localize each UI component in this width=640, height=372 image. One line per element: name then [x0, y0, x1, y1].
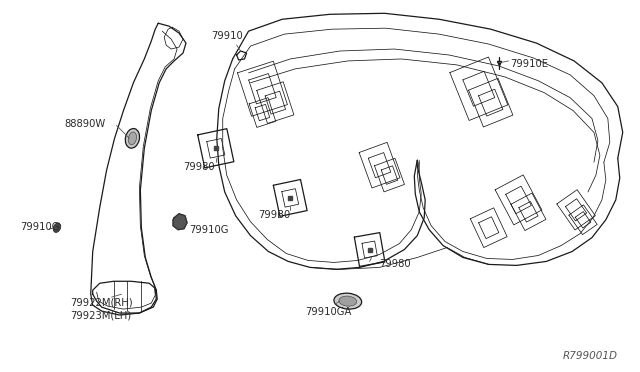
Text: 79980: 79980: [380, 259, 411, 269]
Text: 79910GA: 79910GA: [305, 307, 351, 317]
Text: R799001D: R799001D: [563, 351, 618, 361]
Text: 799B0: 799B0: [259, 210, 291, 220]
Polygon shape: [173, 214, 187, 230]
Ellipse shape: [334, 293, 362, 309]
Text: 79910: 79910: [211, 31, 243, 41]
Text: 79980: 79980: [183, 162, 214, 172]
Text: 79923M(LH): 79923M(LH): [70, 310, 131, 320]
Ellipse shape: [128, 132, 136, 145]
Ellipse shape: [53, 223, 61, 232]
Text: 79922M(RH): 79922M(RH): [70, 297, 132, 307]
Text: 79910E: 79910E: [511, 59, 548, 69]
Text: 88890W: 88890W: [64, 119, 105, 128]
Text: 79910G: 79910G: [189, 225, 228, 235]
Ellipse shape: [125, 129, 140, 148]
Text: 79910G: 79910G: [20, 222, 60, 232]
Ellipse shape: [339, 296, 356, 306]
